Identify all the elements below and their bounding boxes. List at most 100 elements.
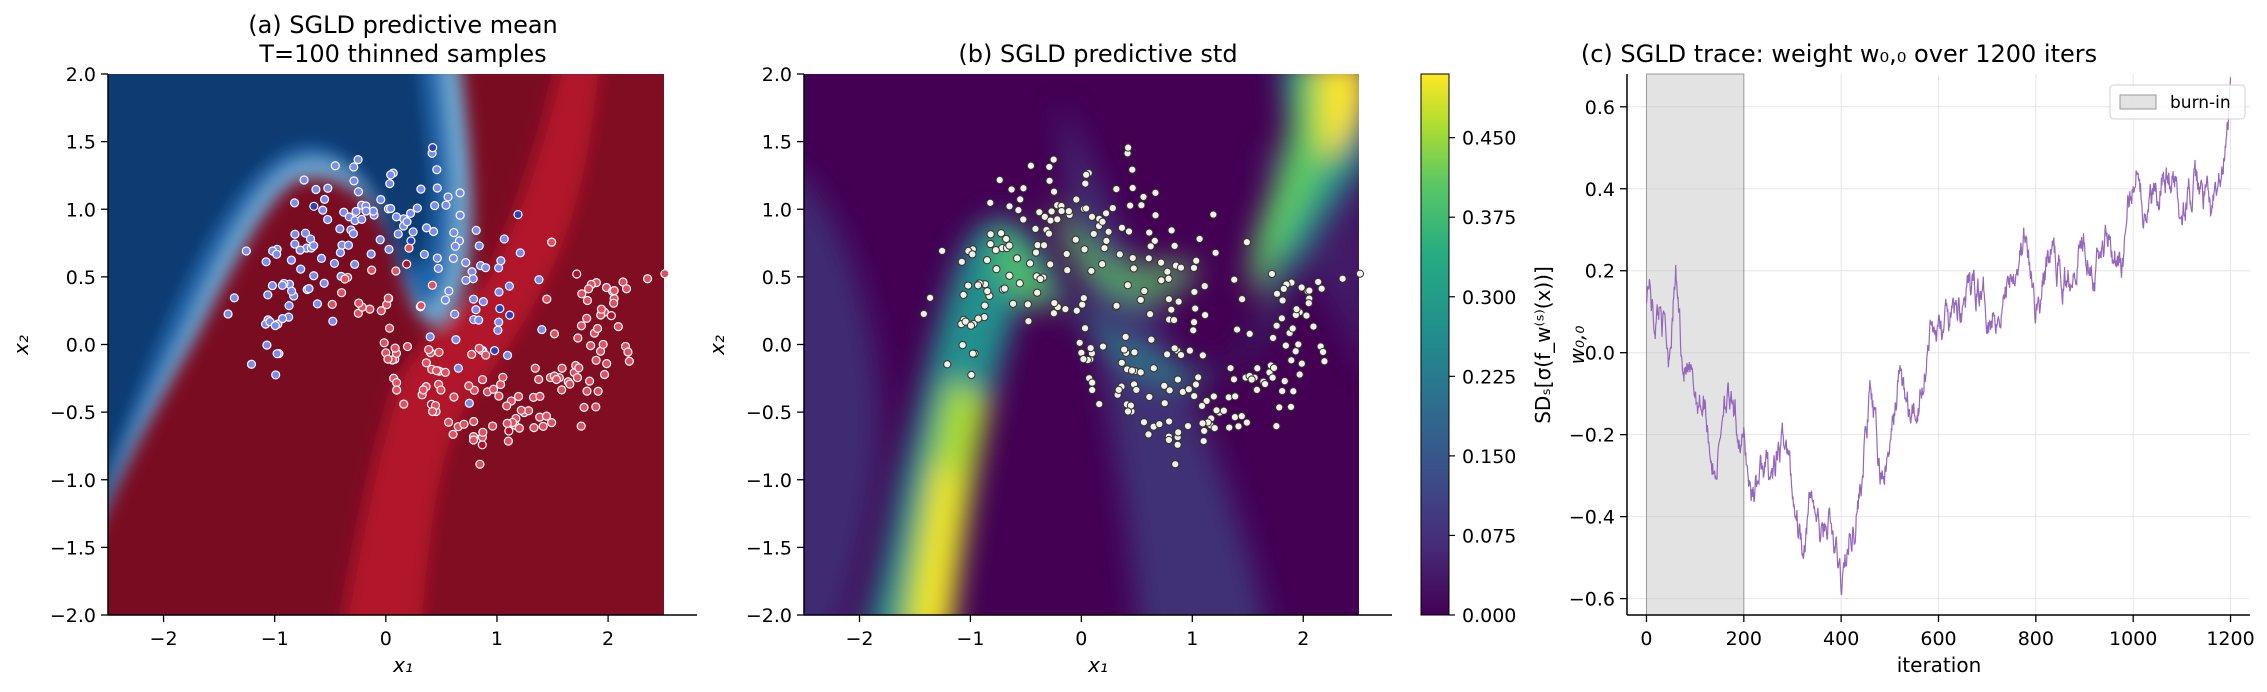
panel-b-title: (b) SGLD predictive std (958, 40, 1237, 68)
panel-b-ytick: −1.5 (746, 537, 792, 559)
data-point (1019, 184, 1028, 193)
data-point (1072, 306, 1081, 315)
data-point (1130, 348, 1139, 357)
class-0-point (241, 246, 251, 256)
panel-a-ytick: −1.0 (50, 470, 96, 492)
class-1-point (365, 304, 375, 314)
data-point (1145, 228, 1154, 237)
data-point (1189, 326, 1198, 335)
class-1-point (514, 423, 524, 433)
class-0-point (267, 280, 277, 291)
data-point (1267, 269, 1277, 279)
colorbar-label: SDₛ[σ(f_w⁽ˢ⁾(x))] (1531, 266, 1555, 424)
data-point (1185, 346, 1194, 355)
class-0-point (419, 249, 429, 259)
panel-a-xtick: 0 (380, 628, 392, 650)
class-0-point (471, 305, 481, 315)
data-point (1150, 236, 1159, 246)
data-point (1144, 430, 1153, 439)
data-point (1195, 234, 1204, 244)
class-0-point (421, 223, 432, 233)
data-point (1200, 426, 1209, 436)
data-point (1272, 422, 1281, 431)
panel-b-ytick: −2.0 (746, 605, 792, 627)
class-1-point (582, 386, 592, 396)
data-point (1040, 212, 1049, 221)
class-0-point (335, 224, 345, 234)
data-point (1320, 357, 1329, 366)
class-1-point (542, 294, 552, 304)
data-point (1184, 385, 1193, 394)
data-point (1309, 322, 1318, 331)
class-0-point (455, 210, 465, 220)
panel-a-xtick: −1 (261, 628, 289, 650)
data-point (1023, 300, 1032, 309)
data-point (1160, 399, 1169, 408)
data-point (1291, 347, 1300, 356)
class-1-point (404, 243, 414, 253)
data-point (1268, 333, 1278, 343)
data-point (1078, 300, 1087, 309)
class-1-point (376, 306, 386, 316)
colorbar-tick: 0.000 (1462, 605, 1516, 627)
class-0-point (376, 194, 386, 205)
data-point (1145, 392, 1154, 402)
data-point (1057, 206, 1066, 216)
class-1-point (572, 269, 582, 279)
panel-c-xlabel: iteration (1897, 653, 1982, 677)
panel-c-xtick: 200 (1726, 628, 1762, 650)
panel-b-ytick: 0.0 (762, 335, 792, 357)
data-point (1237, 412, 1246, 421)
data-point (1000, 284, 1009, 293)
class-1-point (534, 374, 544, 384)
class-0-point (433, 263, 443, 274)
data-point (1128, 183, 1137, 193)
data-point (1071, 235, 1080, 244)
class-1-point (613, 322, 623, 332)
class-0-point (287, 286, 297, 296)
class-0-point (393, 229, 403, 239)
class-1-point (504, 426, 514, 436)
data-point (1005, 271, 1014, 280)
data-point (986, 239, 995, 249)
class-1-point (498, 372, 508, 382)
data-point (1183, 421, 1193, 431)
class-1-point (551, 374, 562, 385)
data-point (1025, 259, 1035, 268)
data-point (1031, 248, 1041, 257)
class-0-point (537, 324, 547, 335)
class-1-point (399, 399, 409, 409)
class-0-point (353, 187, 364, 197)
panel-b-ytick: 0.5 (762, 267, 792, 289)
data-point (1355, 269, 1365, 278)
panel-a: (a) SGLD predictive mean T=100 thinned s… (9, 11, 697, 677)
class-0-point (318, 205, 328, 215)
panel-b-ticks: −2 −1 0 1 2 −2.0 −1.5 −1.0 −0.5 0.0 0.5 1.0 1.5 2.0 (746, 64, 1309, 650)
class-1-point (427, 280, 437, 290)
class-0-point (304, 284, 314, 294)
data-point (1114, 385, 1123, 394)
panel-a-title-line1: (a) SGLD predictive mean (248, 11, 558, 39)
class-1-point (599, 369, 610, 380)
panel-c-ylabel: w₀,₀ (1565, 326, 1589, 365)
class-1-point (477, 374, 488, 385)
class-1-point (602, 359, 612, 369)
class-0-point (290, 229, 300, 239)
data-point (986, 230, 995, 239)
class-0-point (461, 258, 471, 268)
panel-a-ytick: −1.5 (50, 537, 96, 559)
data-point (974, 314, 983, 323)
class-1-point (541, 411, 552, 421)
class-0-point (534, 275, 544, 285)
data-point (1013, 254, 1022, 263)
panel-b-scatter (919, 143, 1365, 469)
panel-b-ylabel: x₂ (705, 335, 729, 356)
panel-a-ytick: 2.0 (66, 64, 96, 86)
data-point (1049, 187, 1059, 196)
class-0-point (428, 143, 438, 153)
class-1-point (494, 391, 504, 401)
class-1-point (642, 274, 653, 284)
data-point (1155, 420, 1164, 429)
class-0-point (432, 183, 442, 193)
data-point (1145, 310, 1155, 319)
